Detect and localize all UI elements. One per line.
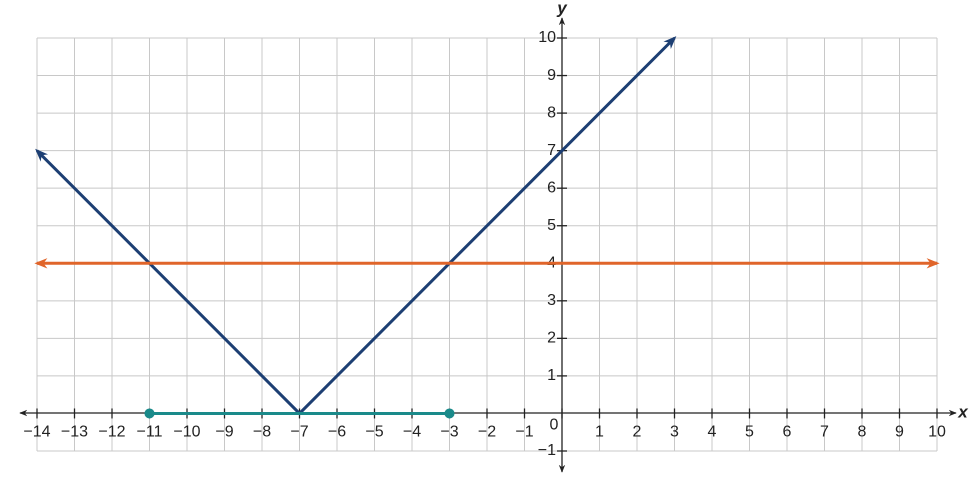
x-tick-label: 4: [708, 424, 717, 441]
x-tick-label: −10: [173, 424, 200, 441]
point: [144, 408, 155, 419]
x-tick-label: 2: [633, 424, 642, 441]
y-tick-label: 5: [547, 217, 556, 234]
x-tick-label: −3: [440, 424, 458, 441]
x-tick-label: 6: [783, 424, 792, 441]
x-tick-label: −12: [98, 424, 125, 441]
x-tick-label: −7: [290, 424, 308, 441]
grid: [36, 37, 938, 452]
point: [444, 408, 455, 419]
y-tick-label: 10: [538, 29, 556, 46]
x-tick-label: 10: [928, 424, 946, 441]
x-tick-label: 9: [895, 424, 904, 441]
x-axis-title: x: [957, 402, 969, 421]
x-tick-label: 7: [820, 424, 829, 441]
x-tick-label: 1: [595, 424, 604, 441]
x-tick-label: −4: [403, 424, 421, 441]
y-tick-label: 3: [547, 292, 556, 309]
x-tick-label: 5: [745, 424, 754, 441]
y-tick-label: 1: [547, 367, 556, 384]
y-tick-label: 8: [547, 104, 556, 121]
x-tick-label: −8: [253, 424, 271, 441]
y-tick-label: 2: [547, 330, 556, 347]
x-tick-label: 3: [670, 424, 679, 441]
x-tick-label: −14: [23, 424, 50, 441]
y-tick-label: 6: [547, 179, 556, 196]
x-tick-label: −2: [478, 424, 496, 441]
x-tick-label: −13: [61, 424, 88, 441]
x-tick-label: −9: [215, 424, 233, 441]
y-axis-title: y: [556, 0, 568, 17]
y-tick-label: 9: [547, 67, 556, 84]
x-tick-label: −11: [137, 424, 163, 441]
x-tick-label: 0: [550, 417, 559, 434]
x-tick-label: −5: [365, 424, 383, 441]
x-tick-label: −6: [328, 424, 346, 441]
y-tick-label: −1: [538, 442, 556, 459]
x-tick-label: −1: [515, 424, 533, 441]
x-tick-label: 8: [858, 424, 867, 441]
